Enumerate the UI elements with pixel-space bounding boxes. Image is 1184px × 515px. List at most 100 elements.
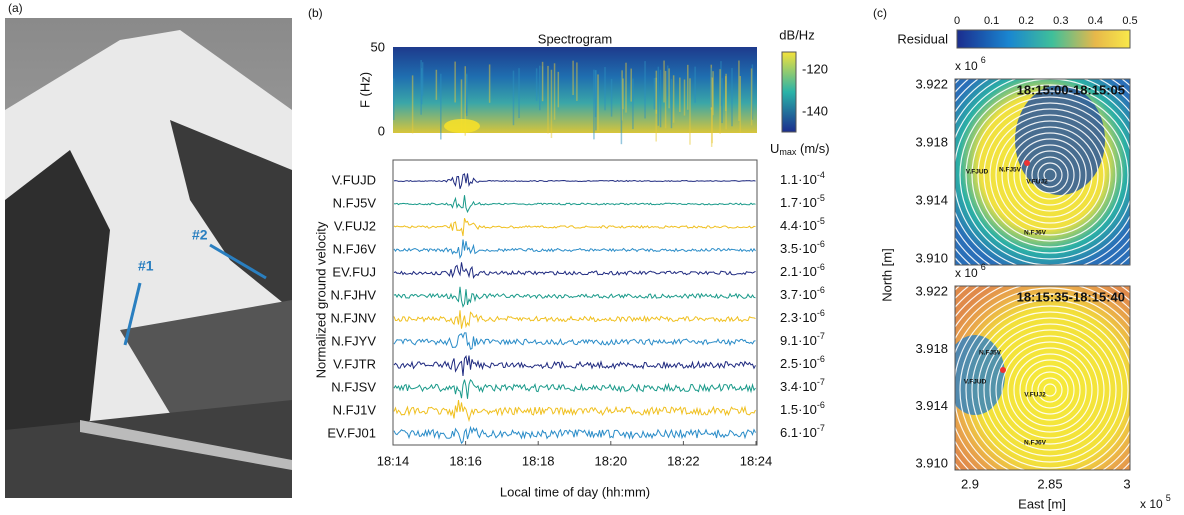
spectrogram-streak [440,73,442,140]
contour [995,335,1105,445]
umax-base: 1.5·10 [780,402,817,417]
colorbar-label: dB/Hz [779,27,814,42]
y-tick-label: 3.910 [915,250,948,265]
x-exponent: x 10 5 [1140,493,1171,511]
umax-exp: -6 [817,308,825,318]
photo [5,18,292,498]
contour [1001,341,1099,439]
contour [1031,156,1069,194]
colorbar-tick-label: 0.2 [1019,15,1034,27]
trace [393,400,756,423]
station-marker: V.FUJ2 [1024,392,1046,399]
spectrogram-streak [593,69,595,140]
contour [1025,365,1075,415]
umax-exp: -5 [817,193,825,203]
spectrogram-streak [655,77,657,142]
umax-exp: -7 [817,423,825,433]
annotation: #1 [138,258,154,274]
spectrogram-streak [663,60,665,103]
station-label: N.FJ1V [333,402,377,417]
spectrogram-streak [411,75,414,134]
spectrogram-streak [595,70,597,131]
spectrogram-streak [553,63,556,120]
spectrogram-streak [464,66,467,136]
panel-label: (b) [308,6,323,20]
contour [965,305,1130,470]
station-label: V.FJTR [333,356,376,371]
x-axis-label: Local time of day (hh:mm) [500,484,650,499]
contour [989,114,1111,236]
spectrogram-streak [689,78,691,145]
spectrogram-streak [622,78,624,110]
trace [393,286,756,308]
spectrogram-streak [597,74,599,132]
spectrogram-streak [683,79,686,116]
trace [393,239,756,260]
contour [971,311,1129,469]
station-marker: N.FJ6V [1024,440,1047,447]
traces-frame [392,159,758,446]
spectrogram-streak [620,77,623,145]
umax-base: 2.1·10 [780,264,817,279]
umax-exp: -6 [817,239,825,249]
y-axis-label: North [m] [879,248,894,301]
map-frame [954,285,1131,471]
y-tick-label: 3.918 [915,134,948,149]
spectrogram-streak [710,67,713,108]
spectrogram-streak [710,77,713,147]
spectrogram-streak [518,68,520,119]
x-tick-label: 18:24 [740,453,773,468]
spectrogram-streak [653,77,656,110]
spectrogram-streak [460,79,463,132]
y-tick-label: 3.914 [915,398,948,413]
spectrogram-streak [738,60,740,121]
umax-exp: -6 [817,262,825,272]
y-tick-label: 3.914 [915,192,948,207]
contour [1037,377,1063,403]
trace [393,355,756,376]
spectrogram-streak [454,61,456,103]
x-tick-label: 18:14 [377,453,410,468]
spectrogram-streak [720,61,722,106]
spectrogram-streak [731,67,733,127]
contour [1013,138,1087,212]
spectrogram-streak [465,73,468,114]
umax-value: 3.7·10-6 [780,285,825,302]
contour [1007,132,1093,218]
maps: 18:15:00-18:15:05x 10 63.9223.9183.9143.9… [915,55,1131,491]
umax-base: 3.7·10 [780,287,817,302]
contour [989,329,1111,451]
spectrogram-streak [610,78,613,117]
contour [1031,371,1069,409]
umax-exp: -7 [817,331,825,341]
station-marker: N.FJ5V [999,167,1022,174]
contour [983,323,1117,457]
station-marker: V.FUJ2 [1026,179,1048,186]
x-tick-label: 18:18 [522,453,555,468]
trace [393,310,756,329]
umax-unit: (m/s) [796,141,829,156]
umax-base: 4.4·10 [780,218,817,233]
station-label: N.FJNV [331,310,377,325]
spectrogram-streak [512,70,515,126]
y-tick-label: 3.922 [915,76,948,91]
umax-sub: max [779,147,797,157]
colorbar-tick-label: 0.1 [984,15,999,27]
source [1024,160,1030,166]
spectrogram-streak [625,62,627,113]
contour [977,317,1123,463]
x-axis-label: East [m] [1018,496,1066,511]
umax-value: 1.7·10-5 [780,193,825,210]
spectrogram-streak [435,69,438,100]
spectrogram-streak [488,64,491,103]
umax-value: 3.5·10-6 [780,239,825,256]
spectrogram-streak [659,69,662,128]
spectrogram-streak [604,67,606,111]
station-label: V.FUJ2 [334,218,376,233]
colorbar [781,51,797,133]
spectrogram-streak [550,69,553,139]
spectrogram-streak [751,64,754,120]
contour [1025,150,1075,200]
trace [393,218,756,237]
map [955,286,1130,470]
